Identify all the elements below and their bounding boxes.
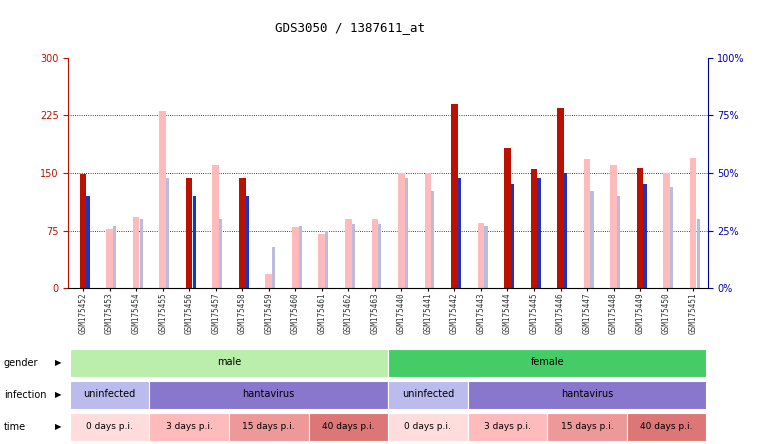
Text: ▶: ▶ [55, 390, 62, 400]
Text: 40 days p.i.: 40 days p.i. [640, 422, 693, 431]
Bar [246, 196, 249, 288]
Text: female: female [530, 357, 564, 367]
Bar [212, 165, 219, 288]
Bar [670, 187, 673, 288]
Bar [159, 111, 166, 288]
Text: infection: infection [4, 390, 46, 400]
Bar [664, 173, 670, 288]
Bar [272, 247, 275, 288]
Bar [388, 381, 468, 408]
Bar [689, 158, 696, 288]
Bar [308, 413, 388, 440]
Bar [219, 219, 222, 288]
Bar [87, 196, 90, 288]
Bar [345, 219, 352, 288]
Text: time: time [4, 422, 26, 432]
Bar [637, 167, 643, 288]
Text: male: male [217, 357, 241, 367]
Bar [166, 178, 169, 288]
Text: 0 days p.i.: 0 days p.i. [404, 422, 451, 431]
Bar [193, 196, 196, 288]
Bar [186, 178, 193, 288]
Bar [484, 226, 488, 288]
Text: 0 days p.i.: 0 days p.i. [86, 422, 133, 431]
Text: uninfected: uninfected [84, 389, 135, 399]
Bar [425, 173, 431, 288]
Bar [239, 178, 246, 288]
Text: 15 days p.i.: 15 days p.i. [561, 422, 613, 431]
Text: ▶: ▶ [55, 358, 62, 368]
Bar [378, 224, 381, 288]
Bar [627, 413, 706, 440]
Bar [530, 169, 537, 288]
Text: 15 days p.i.: 15 days p.i. [243, 422, 295, 431]
Bar [458, 178, 461, 288]
Bar [70, 349, 388, 377]
Text: ▶: ▶ [55, 422, 62, 432]
Bar [266, 274, 272, 288]
Bar [431, 191, 435, 288]
Bar [229, 413, 308, 440]
Bar [398, 173, 405, 288]
Bar [405, 178, 408, 288]
Text: uninfected: uninfected [402, 389, 454, 399]
Bar [149, 381, 388, 408]
Bar [537, 178, 540, 288]
Bar [388, 349, 706, 377]
Bar [617, 196, 620, 288]
Bar [70, 381, 149, 408]
Bar [133, 218, 139, 288]
Bar [644, 184, 647, 288]
Text: 3 days p.i.: 3 days p.i. [484, 422, 531, 431]
Bar [352, 224, 355, 288]
Bar [319, 234, 325, 288]
Text: hantavirus: hantavirus [243, 389, 295, 399]
Bar [610, 165, 617, 288]
Bar [564, 173, 567, 288]
Bar [547, 413, 627, 440]
Bar [107, 229, 113, 288]
Bar [325, 230, 328, 288]
Bar [557, 107, 564, 288]
Bar [298, 226, 302, 288]
Bar [468, 381, 706, 408]
Text: GDS3050 / 1387611_at: GDS3050 / 1387611_at [275, 21, 425, 34]
Text: 40 days p.i.: 40 days p.i. [322, 422, 374, 431]
Bar [696, 219, 699, 288]
Bar [292, 227, 298, 288]
Bar [371, 219, 378, 288]
Bar [388, 413, 468, 440]
Bar [451, 104, 457, 288]
Bar [70, 413, 149, 440]
Text: 3 days p.i.: 3 days p.i. [166, 422, 212, 431]
Text: gender: gender [4, 358, 38, 368]
Bar [591, 191, 594, 288]
Text: hantavirus: hantavirus [561, 389, 613, 399]
Bar [139, 219, 143, 288]
Bar [149, 413, 229, 440]
Bar [511, 184, 514, 288]
Bar [468, 413, 547, 440]
Bar [584, 159, 591, 288]
Bar [80, 174, 87, 288]
Bar [504, 147, 511, 288]
Bar [113, 226, 116, 288]
Bar [478, 223, 484, 288]
